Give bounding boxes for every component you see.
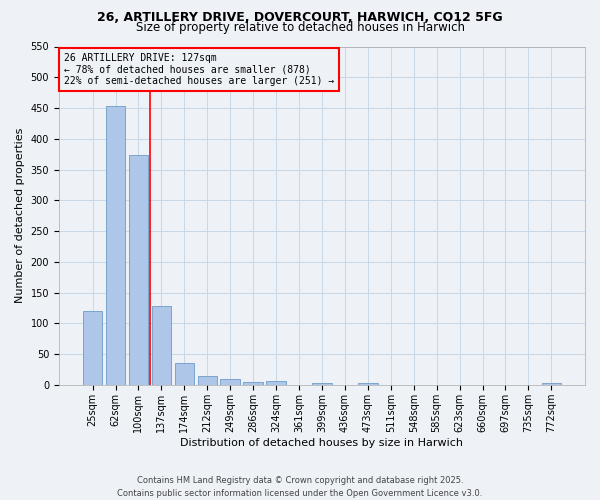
Bar (197, 376, 217, 385)
Bar (106, 106, 125, 385)
Bar (220, 380, 240, 385)
Text: Contains HM Land Registry data © Crown copyright and database right 2025.
Contai: Contains HM Land Registry data © Crown c… (118, 476, 482, 498)
Y-axis label: Number of detached properties: Number of detached properties (15, 128, 25, 304)
Bar (152, 306, 171, 385)
Bar (312, 383, 332, 385)
X-axis label: Distribution of detached houses by size in Harwich: Distribution of detached houses by size … (181, 438, 463, 448)
Text: 26, ARTILLERY DRIVE, DOVERCOURT, HARWICH, CO12 5FG: 26, ARTILLERY DRIVE, DOVERCOURT, HARWICH… (97, 11, 503, 24)
Text: Size of property relative to detached houses in Harwich: Size of property relative to detached ho… (136, 22, 464, 35)
Bar (244, 382, 263, 385)
Text: 26 ARTILLERY DRIVE: 127sqm
← 78% of detached houses are smaller (878)
22% of sem: 26 ARTILLERY DRIVE: 127sqm ← 78% of deta… (64, 54, 334, 86)
Bar (128, 156, 148, 385)
Bar (175, 364, 194, 385)
Bar (542, 383, 561, 385)
Bar (83, 311, 103, 385)
Bar (266, 381, 286, 385)
Bar (358, 383, 377, 385)
